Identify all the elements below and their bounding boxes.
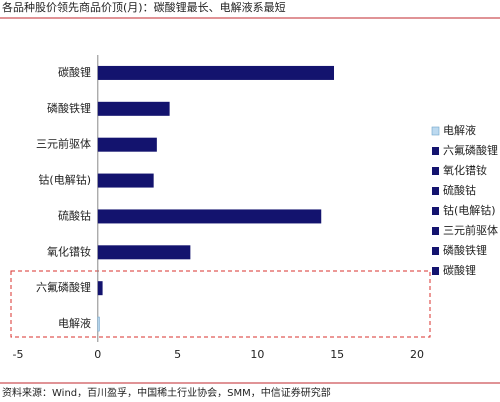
x-tick-label: 0 [94,348,101,361]
y-tick-label: 钴(电解钴) [38,173,91,187]
legend-label: 三元前驱体 [443,223,498,237]
legend-label: 硫酸钴 [443,183,476,197]
legend-swatch [432,247,439,255]
legend-label: 电解液 [443,123,476,137]
legend-label: 碳酸锂 [443,263,476,277]
legend-label: 钴(电解钴) [443,203,496,217]
bar [97,245,191,260]
x-tick-label: 20 [410,348,424,361]
legend-label: 氧化镨钕 [443,163,487,177]
highlight-box [10,270,431,338]
legend-swatch [431,126,440,136]
bar [97,173,154,188]
y-tick-label: 六氟磷酸锂 [36,280,91,294]
x-tick-label: -5 [13,348,24,361]
x-tick-label: 15 [330,348,344,361]
legend-label: 六氟磷酸锂 [443,143,498,157]
bar [97,101,170,116]
y-tick-label: 硫酸钴 [58,208,91,222]
legend-swatch [432,267,439,275]
y-tick-label: 氧化镨钕 [47,244,91,258]
y-tick-label: 碳酸锂 [58,65,91,79]
bar [97,281,103,296]
legend-swatch [432,187,439,195]
legend-swatch [432,147,439,155]
bar [97,65,335,80]
chart-title: 各品种股价领先商品价顶(月)：碳酸锂最长、电解液系最短 [2,0,286,14]
bar [97,316,100,332]
source-note: 资料来源：Wind，百川盈孚，中国稀土行业协会，SMM，中信证券研究部 [2,386,331,399]
bar [97,209,322,224]
legend-swatch [432,227,439,235]
legend-swatch [432,207,439,215]
x-tick-label: 5 [174,348,181,361]
y-tick-label: 电解液 [58,316,91,330]
legend-swatch [432,167,439,175]
legend-label: 磷酸铁锂 [443,243,487,257]
y-tick-label: 磷酸铁锂 [47,101,91,115]
bar [97,137,157,152]
x-tick-label: 10 [250,348,264,361]
y-tick-label: 三元前驱体 [36,137,91,151]
